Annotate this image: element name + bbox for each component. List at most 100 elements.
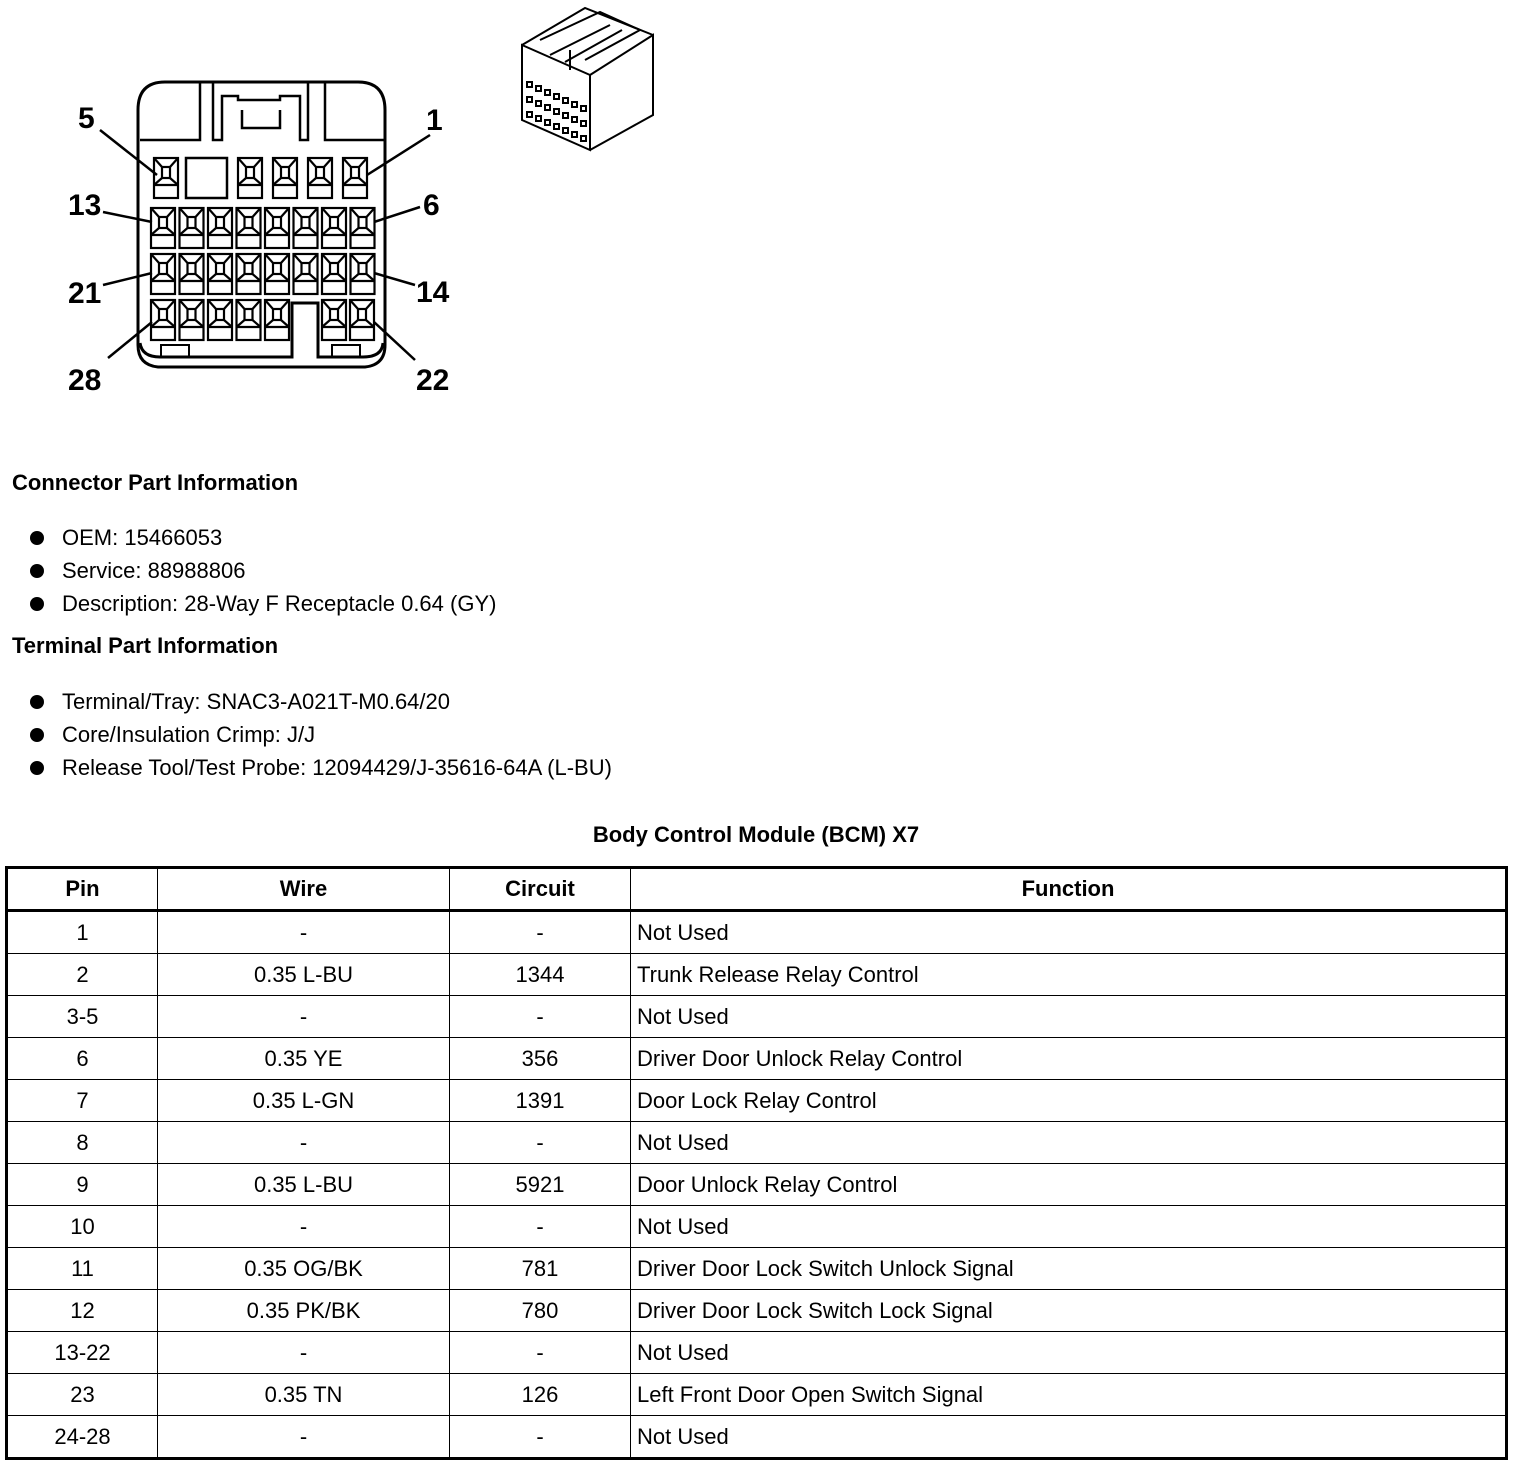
pin-label-14: 14 — [416, 276, 450, 309]
table-row: 24-28- - Not Used — [6, 1415, 1507, 1459]
wire-cell: 0.35 L-BU — [157, 953, 450, 996]
circuit-cell: 356 — [449, 1037, 631, 1080]
circuit-cell: - — [449, 1121, 631, 1164]
pin-cavity — [235, 298, 262, 342]
bullet-icon — [30, 564, 44, 578]
crimp-value: Core/Insulation Crimp: J/J — [62, 722, 316, 747]
iso-pin-hole — [553, 93, 560, 100]
iso-pin-hole — [580, 120, 587, 127]
pin-cavity — [178, 298, 205, 342]
wire-cell: - — [157, 1205, 450, 1248]
circuit-cell: 5921 — [449, 1163, 631, 1206]
circuit-cell: 781 — [449, 1247, 631, 1290]
wire-cell: 0.35 L-GN — [157, 1079, 450, 1122]
function-cell: Not Used — [630, 1331, 1507, 1374]
pin-cavity — [235, 252, 262, 296]
iso-pin-hole — [544, 104, 551, 111]
circuit-cell: - — [449, 1331, 631, 1374]
table-row: 12 0.35 PK/BK 780 Driver Door Lock Switch L… — [6, 1289, 1507, 1332]
wire-cell: 0.35 TN — [157, 1373, 450, 1416]
pin-cavity — [178, 252, 205, 296]
wire-cell: 0.35 YE — [157, 1037, 450, 1080]
list-item: Release Tool/Test Probe: 12094429/J-3561… — [30, 751, 612, 784]
table-row: 7 0.35 L-GN 1391 Door Lock Relay Control — [6, 1079, 1507, 1122]
table-row: 2 0.35 L-BU 1344 Trunk Release Relay Contro… — [6, 953, 1507, 996]
bullet-icon — [30, 531, 44, 545]
iso-pin-hole — [571, 101, 578, 108]
pin-label-1: 1 — [426, 104, 443, 137]
terminal-info-heading: Terminal Part Information — [12, 633, 279, 658]
list-item: Service: 88988806 — [30, 554, 496, 587]
iso-pin-hole — [535, 85, 542, 92]
bullet-icon — [30, 728, 44, 742]
iso-pin-hole — [553, 123, 560, 130]
wire-cell: 0.35 OG/BK — [157, 1247, 450, 1290]
pin-cell: 1 — [6, 910, 158, 954]
pin-cavity — [271, 156, 299, 200]
function-cell: Driver Door Unlock Relay Control — [630, 1037, 1507, 1080]
bullet-icon — [30, 695, 44, 709]
function-cell: Not Used — [630, 1415, 1507, 1459]
header-function: Function — [630, 867, 1507, 912]
iso-pin-hole — [526, 96, 533, 103]
iso-pin-hole — [571, 116, 578, 123]
iso-pin-hole — [580, 135, 587, 142]
bullet-icon — [30, 761, 44, 775]
pin-cell: 11 — [6, 1247, 158, 1290]
pin-label-28: 28 — [68, 364, 101, 397]
terminal-info-list: Terminal/Tray: SNAC3-A021T-M0.64/20 Core… — [30, 685, 612, 784]
table-row: 23 0.35 TN 126 Left Front Door Open Switch … — [6, 1373, 1507, 1416]
table-row: 1- - Not Used — [6, 910, 1507, 954]
wire-cell: 0.35 PK/BK — [157, 1289, 450, 1332]
wire-cell: 0.35 L-BU — [157, 1163, 450, 1206]
pin-cavity — [292, 206, 319, 250]
pin-cavity — [149, 298, 177, 342]
pin-cell: 23 — [6, 1373, 158, 1416]
iso-pin-hole — [526, 111, 533, 118]
description-value: Description: 28-Way F Receptacle 0.64 (G… — [62, 591, 497, 616]
header-wire: Wire — [157, 867, 450, 912]
function-cell: Door Unlock Relay Control — [630, 1163, 1507, 1206]
list-item: Terminal/Tray: SNAC3-A021T-M0.64/20 — [30, 685, 612, 718]
pin-cavity — [235, 206, 262, 250]
function-cell: Not Used — [630, 1205, 1507, 1248]
iso-pin-hole — [544, 89, 551, 96]
pin-cavity — [263, 298, 291, 342]
pin-cavity — [149, 206, 177, 250]
function-cell: Driver Door Lock Switch Lock Signal — [630, 1289, 1507, 1332]
pin-cavity — [149, 252, 177, 296]
pin-cell: 13-22 — [6, 1331, 158, 1374]
header-pin: Pin — [6, 867, 158, 912]
terminal-tray-value: Terminal/Tray: SNAC3-A021T-M0.64/20 — [62, 689, 450, 714]
table-row: 10- - Not Used — [6, 1205, 1507, 1248]
iso-pin-hole — [535, 100, 542, 107]
connector-outline — [136, 80, 387, 369]
table-row: 8- - Not Used — [6, 1121, 1507, 1164]
iso-pin-hole — [580, 105, 587, 112]
pin-cell: 24-28 — [6, 1415, 158, 1459]
wire-cell: - — [157, 995, 450, 1038]
oem-value: OEM: 15466053 — [62, 525, 223, 550]
pin-cavity — [206, 206, 234, 250]
wire-cell: - — [157, 910, 450, 954]
pin-cell: 8 — [6, 1121, 158, 1164]
table-row: 13-22- - Not Used — [6, 1331, 1507, 1374]
pin-cell: 12 — [6, 1289, 158, 1332]
pin-cavity — [206, 252, 234, 296]
table-row: 3-5- - Not Used — [6, 995, 1507, 1038]
header-circuit: Circuit — [449, 867, 631, 912]
iso-pin-hole — [544, 119, 551, 126]
circuit-cell: 780 — [449, 1289, 631, 1332]
pin-label-5: 5 — [78, 102, 95, 135]
function-cell: Door Lock Relay Control — [630, 1079, 1507, 1122]
iso-pin-hole — [562, 127, 569, 134]
leader-lines — [99, 129, 431, 361]
pin-label-6: 6 — [423, 189, 440, 222]
pin-cavity — [341, 156, 369, 200]
pin-cavity — [178, 206, 205, 250]
pin-cavity — [263, 206, 291, 250]
connector-3d-illustration — [521, 6, 654, 152]
function-cell: Left Front Door Open Switch Signal — [630, 1373, 1507, 1416]
pin-cavity — [206, 298, 234, 342]
table-row: 11 0.35 OG/BK 781 Driver Door Lock Switch U… — [6, 1247, 1507, 1290]
